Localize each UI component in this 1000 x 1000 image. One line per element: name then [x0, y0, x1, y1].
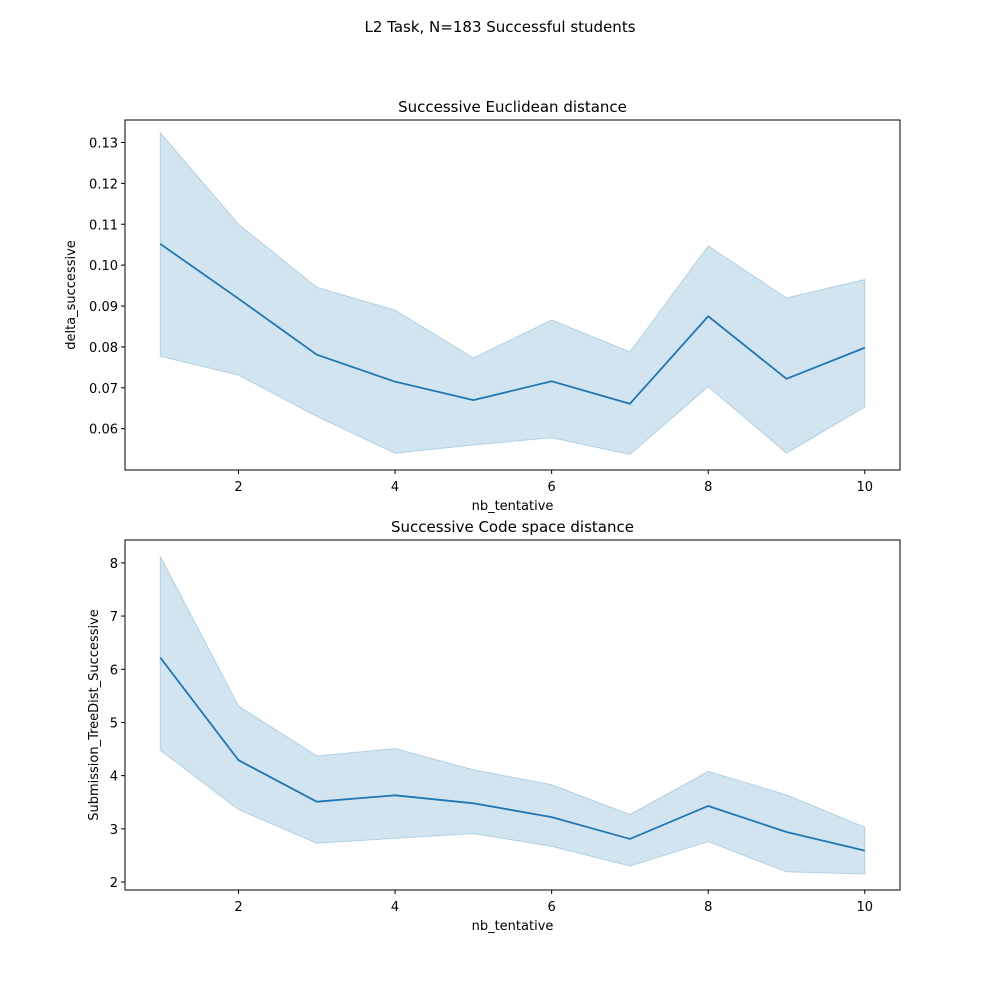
x-tick-label-code-space: 10 [856, 900, 873, 915]
y-tick-label-euclidean: 0.13 [89, 136, 118, 151]
series-line-euclidean [159, 243, 866, 405]
y-tick-label-euclidean: 0.11 [89, 218, 118, 233]
x-tick-label-euclidean: 4 [391, 480, 399, 495]
x-tick-label-euclidean: 2 [234, 480, 242, 495]
series-line-code-space [159, 657, 865, 852]
x-tick-label-code-space: 6 [548, 900, 556, 915]
y-tick-label-code-space: 7 [110, 610, 118, 625]
confidence-band-euclidean [159, 131, 866, 456]
y-tick-label-euclidean: 0.06 [89, 423, 118, 438]
y-tick-label-euclidean: 0.08 [89, 341, 118, 356]
y-tick-label-euclidean: 0.07 [89, 382, 118, 397]
y-axis-label-euclidean: delta_successive [64, 240, 79, 350]
y-tick-label-code-space: 6 [110, 663, 118, 678]
plot-title-euclidean: Successive Euclidean distance [398, 98, 627, 116]
plot-frame-code-space [124, 539, 901, 891]
y-tick-label-euclidean: 0.10 [89, 259, 118, 274]
x-tick-label-code-space: 8 [704, 900, 712, 915]
plot-title-code-space: Successive Code space distance [391, 518, 634, 536]
code-space-distance-plot: Successive Code space distance nb_tentat… [87, 518, 901, 934]
plot-frame-euclidean [124, 119, 901, 471]
y-tick-label-euclidean: 0.12 [89, 177, 118, 192]
figure-suptitle: L2 Task, N=183 Successful students [364, 18, 635, 36]
y-tick-label-code-space: 8 [110, 557, 118, 572]
euclidean-distance-plot: Successive Euclidean distance nb_tentati… [64, 98, 901, 514]
x-axis-label-euclidean: nb_tentative [472, 499, 554, 514]
x-tick-label-code-space: 4 [391, 900, 399, 915]
x-tick-label-euclidean: 6 [548, 480, 556, 495]
x-axis-label-code-space: nb_tentative [472, 919, 554, 934]
y-tick-label-code-space: 2 [110, 876, 118, 891]
x-tick-label-euclidean: 8 [704, 480, 712, 495]
confidence-band-code-space [159, 555, 866, 875]
x-tick-label-code-space: 2 [234, 900, 242, 915]
y-tick-label-code-space: 3 [110, 823, 118, 838]
y-tick-label-code-space: 4 [110, 770, 118, 785]
y-axis-label-code-space: Submission_TreeDist_Successive [87, 609, 102, 821]
y-tick-label-code-space: 5 [110, 716, 118, 731]
y-tick-label-euclidean: 0.09 [89, 300, 118, 315]
x-tick-label-euclidean: 10 [856, 480, 873, 495]
